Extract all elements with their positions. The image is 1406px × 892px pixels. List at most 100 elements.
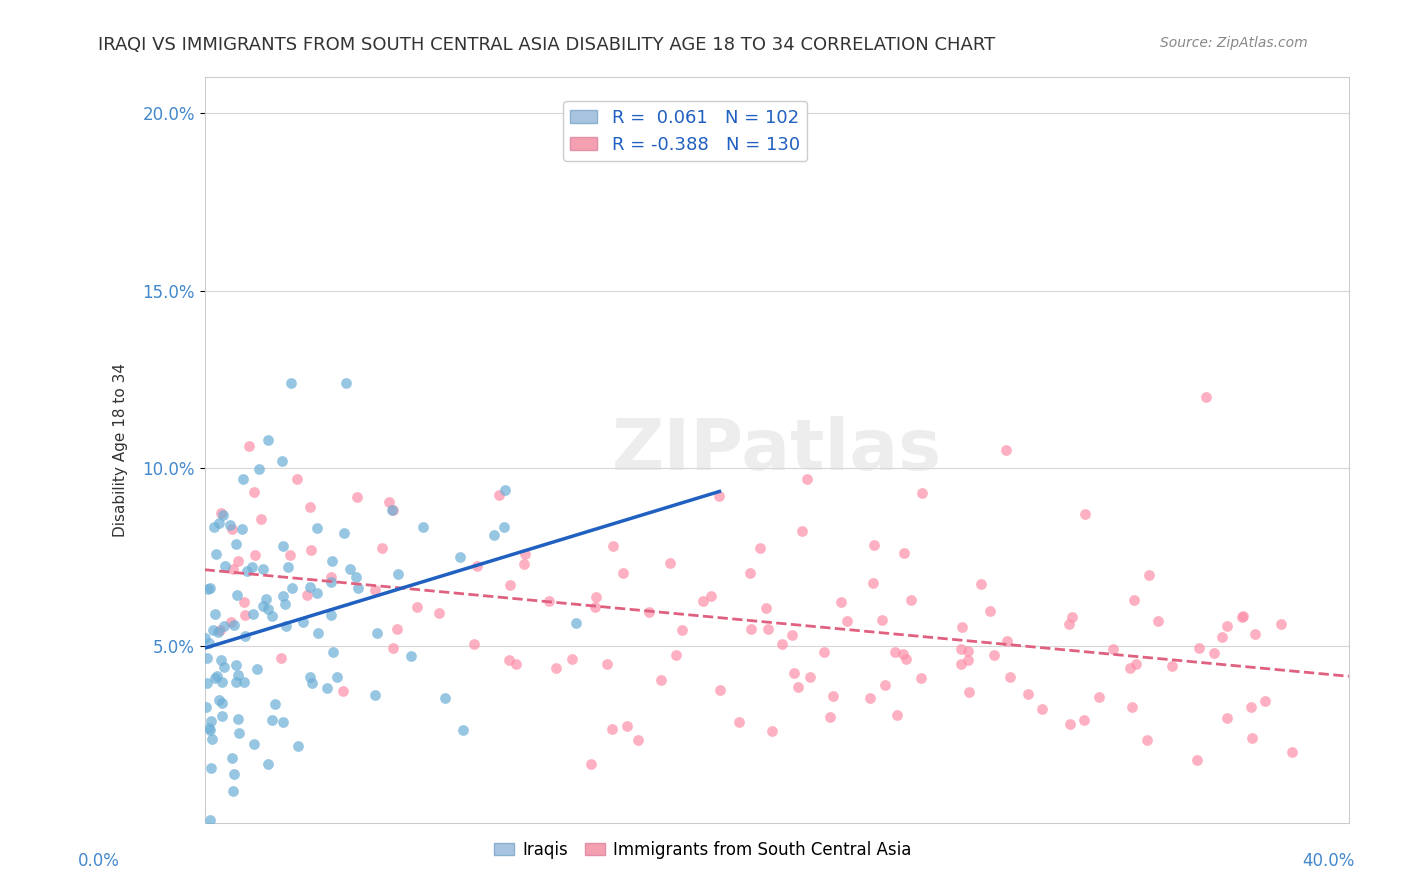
Point [212,619,235,633]
Point [280,581,302,595]
Point [1102,642,1125,657]
Point [243,737,266,751]
Point [1137,567,1160,582]
Point [709,682,731,697]
Point [893,547,915,561]
Point [780,627,803,641]
Point [884,644,907,658]
Point [434,691,457,706]
Point [295,588,318,602]
Point [381,502,404,516]
Point [204,671,226,685]
Point [796,472,818,486]
Point [247,462,270,476]
Point [381,502,404,516]
Point [1240,700,1263,714]
Point [1195,390,1218,404]
Point [231,522,253,536]
Point [1230,610,1253,624]
Point [896,652,918,666]
Point [339,562,361,576]
Point [699,589,721,603]
Point [252,599,274,613]
Point [813,645,835,659]
Point [232,594,254,608]
Point [449,549,471,564]
Point [387,566,409,581]
Point [786,680,808,694]
Point [494,520,516,534]
Point [209,653,232,667]
Point [1244,627,1267,641]
Point [1188,641,1211,656]
Point [207,669,229,683]
Point [994,443,1017,458]
Point [692,593,714,607]
Point [612,566,634,580]
Point [482,528,505,542]
Point [319,569,342,583]
Point [197,636,219,650]
Point [970,577,993,591]
Point [749,541,772,555]
Point [212,508,235,522]
Point [260,609,283,624]
Point [405,599,427,614]
Point [998,670,1021,684]
Point [299,543,322,558]
Point [738,566,761,580]
Text: 0.0%: 0.0% [77,852,120,870]
Point [298,670,321,684]
Point [544,661,567,675]
Point [256,433,278,447]
Point [957,653,980,667]
Point [257,602,280,616]
Point [228,725,250,739]
Point [194,631,217,645]
Point [886,707,908,722]
Point [995,634,1018,648]
Point [1254,694,1277,708]
Point [863,538,886,552]
Point [1281,746,1303,760]
Point [370,541,392,556]
Point [332,526,354,541]
Point [823,689,845,703]
Point [346,490,368,504]
Point [1215,619,1237,633]
Point [211,708,233,723]
Point [671,623,693,637]
Point [979,604,1001,618]
Point [274,619,297,633]
Point [224,767,246,781]
Point [299,500,322,515]
Point [538,593,561,607]
Point [755,600,778,615]
Point [783,666,806,681]
Legend: R =  0.061   N = 102, R = -0.388   N = 130: R = 0.061 N = 102, R = -0.388 N = 130 [562,102,807,161]
Point [236,564,259,578]
Point [756,622,779,636]
Point [242,484,264,499]
Point [243,549,266,563]
Point [202,623,225,637]
Point [385,622,408,636]
Point [347,581,370,595]
Point [709,489,731,503]
Point [335,376,357,390]
Point [740,622,762,636]
Point [200,714,222,728]
Point [728,714,751,729]
Point [285,472,308,486]
Point [659,556,682,570]
Point [561,652,583,666]
Point [225,537,247,551]
Point [910,671,932,685]
Point [835,615,858,629]
Point [959,685,981,699]
Point [513,547,536,561]
Point [596,657,619,671]
Point [198,581,221,595]
Point [211,675,233,690]
Point [363,582,385,597]
